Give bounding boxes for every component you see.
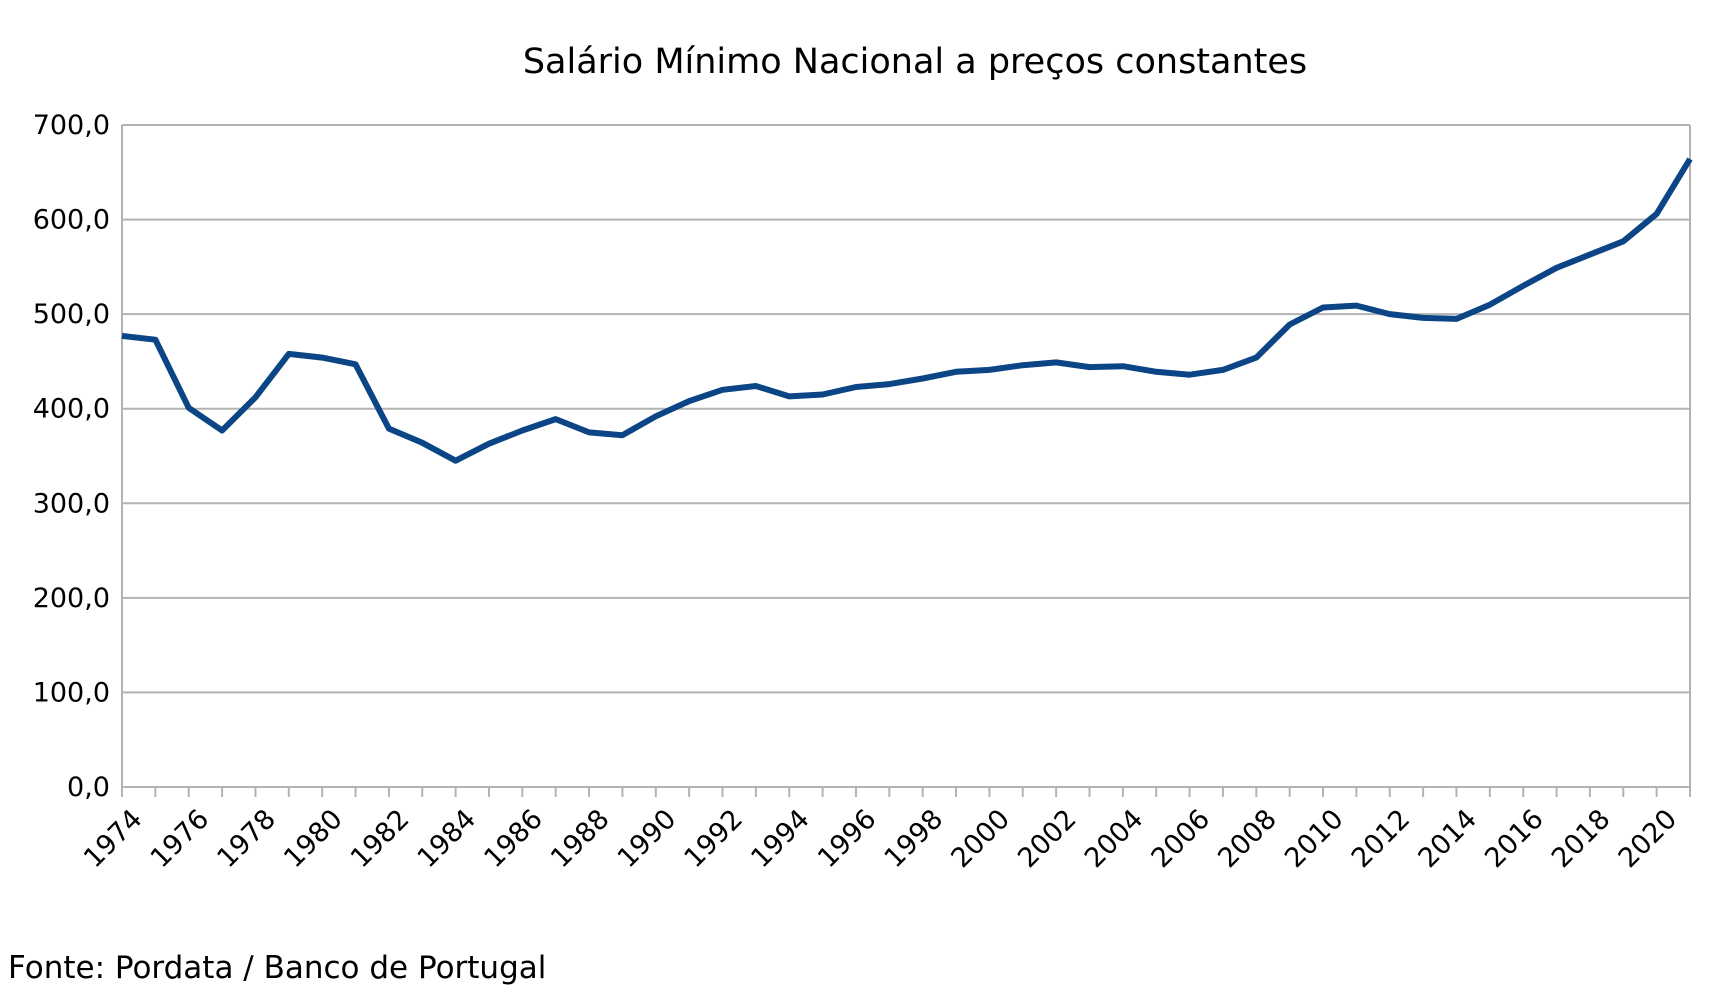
y-tick-label: 100,0 (33, 677, 110, 708)
y-tick-label: 200,0 (33, 583, 110, 614)
x-tick-label: 1992 (679, 804, 750, 875)
data-point (1487, 302, 1493, 308)
x-tick-label: 2012 (1346, 804, 1417, 875)
data-point (920, 375, 926, 381)
x-tick-label: 1988 (545, 804, 616, 875)
data-point (186, 405, 192, 411)
x-tick-label: 2002 (1012, 804, 1083, 875)
x-tick-label: 2006 (1146, 804, 1217, 875)
x-tick-label: 1984 (412, 804, 483, 875)
data-point (720, 387, 726, 393)
grid-lines (122, 124, 1690, 788)
data-point (219, 427, 225, 433)
data-point (353, 361, 359, 367)
data-point (252, 394, 258, 400)
x-tick-label: 2000 (945, 804, 1016, 875)
x-tick-label: 1998 (879, 804, 950, 875)
data-point (1287, 322, 1293, 328)
y-tick-label: 700,0 (33, 110, 110, 141)
x-tick-label: 2008 (1212, 804, 1283, 875)
source-note: Fonte: Pordata / Banco de Portugal (8, 950, 547, 986)
data-point (286, 351, 292, 357)
x-tick-label: 2004 (1079, 804, 1150, 875)
data-point (519, 427, 525, 433)
data-point (1253, 355, 1259, 361)
x-tick-label: 1994 (745, 804, 816, 875)
data-point (1620, 238, 1626, 244)
x-tick-label: 1986 (478, 804, 549, 875)
series-layer (119, 156, 1693, 464)
data-point (553, 416, 559, 422)
data-point (586, 429, 592, 435)
data-point (1687, 156, 1693, 162)
data-point (386, 426, 392, 432)
x-tick-label: 2010 (1279, 804, 1350, 875)
data-point (319, 355, 325, 361)
y-tick-label: 400,0 (33, 394, 110, 425)
data-point (786, 393, 792, 399)
x-tick-label: 1990 (612, 804, 683, 875)
x-tick-label: 2020 (1613, 804, 1684, 875)
data-point (1453, 316, 1459, 322)
data-point (619, 432, 625, 438)
data-point (1554, 265, 1560, 271)
series-line (121, 157, 1693, 464)
data-point (486, 441, 492, 447)
data-point (853, 384, 859, 390)
x-tick-label: 1982 (345, 804, 416, 875)
data-point (1153, 369, 1159, 375)
data-point (753, 383, 759, 389)
data-point (1520, 283, 1526, 289)
x-tick-label: 1976 (145, 804, 216, 875)
data-point (953, 369, 959, 375)
data-point (1086, 364, 1092, 370)
data-point (1120, 363, 1126, 369)
x-axis-tick-labels: 1974197619781980198219841986198819901992… (78, 804, 1683, 875)
y-tick-label: 600,0 (33, 205, 110, 236)
data-point (820, 392, 826, 398)
data-point (1353, 303, 1359, 309)
data-point (119, 333, 125, 339)
data-point (1020, 362, 1026, 368)
data-point (686, 398, 692, 404)
data-point (152, 337, 158, 343)
x-tick-label: 1978 (211, 804, 282, 875)
x-tick-label: 1974 (78, 804, 149, 875)
x-tick-label: 2014 (1412, 804, 1483, 875)
data-point (1387, 311, 1393, 317)
data-point (1320, 305, 1326, 311)
data-point (1220, 367, 1226, 373)
data-point (1420, 315, 1426, 321)
y-tick-label: 500,0 (33, 299, 110, 330)
axes (121, 125, 1691, 797)
data-point (1654, 211, 1660, 217)
data-point (886, 381, 892, 387)
y-tick-label: 0,0 (67, 772, 110, 803)
y-tick-label: 300,0 (33, 488, 110, 519)
chart-title: Salário Mínimo Nacional a preços constan… (523, 42, 1307, 82)
x-tick-label: 2018 (1546, 804, 1617, 875)
x-tick-label: 2016 (1479, 804, 1550, 875)
data-point (1187, 372, 1193, 378)
data-point (1053, 359, 1059, 365)
data-point (653, 413, 659, 419)
y-axis-tick-labels: 0,0 100,0 200,0 300,0 400,0 500,0 600,0 700,0 (33, 110, 110, 803)
x-tick-label: 1996 (812, 804, 883, 875)
data-point (986, 367, 992, 373)
data-point (419, 440, 425, 446)
data-point (1587, 252, 1593, 258)
data-point (453, 458, 459, 464)
x-tick-label: 1980 (278, 804, 349, 875)
